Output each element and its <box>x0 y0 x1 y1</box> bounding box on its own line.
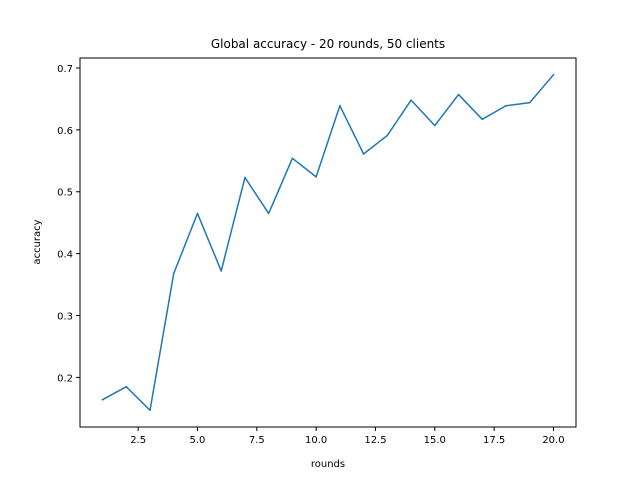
data-point <box>362 153 365 155</box>
y-tick-label: 0.4 <box>57 250 73 261</box>
data-point <box>125 385 128 388</box>
plot-frame <box>79 57 577 428</box>
data-point <box>101 398 104 401</box>
y-tick-label: 0.5 <box>57 188 73 199</box>
x-axis-label: rounds <box>311 459 345 470</box>
x-tick-label: 10.0 <box>305 435 327 446</box>
data-point <box>315 176 317 178</box>
data-point <box>196 212 199 215</box>
data-point <box>505 104 507 107</box>
x-tick-label: 17.5 <box>483 435 505 446</box>
x-tick-label: 12.5 <box>364 435 386 446</box>
x-tick-label: 7.5 <box>249 435 265 446</box>
data-point <box>149 409 151 412</box>
y-tick-label: 0.6 <box>57 126 73 137</box>
y-axis-label: accuracy <box>32 219 43 264</box>
data-point <box>339 104 341 107</box>
series-line-0 <box>101 73 555 411</box>
data-point <box>457 93 460 96</box>
series-layer <box>101 73 555 412</box>
data-point <box>410 99 412 101</box>
data-point <box>267 212 270 215</box>
y-tick-label: 0.3 <box>57 312 73 323</box>
data-point <box>481 118 484 121</box>
y-tick-label: 0.2 <box>57 373 73 384</box>
x-axis: 2.5 5.0 7.5 10.0 12.5 15.0 17.5 20.0 <box>130 427 565 446</box>
x-tick-label: 15.0 <box>424 435 446 446</box>
data-point <box>386 134 389 137</box>
y-axis: 0.2 0.3 0.4 0.5 0.6 0.7 <box>57 64 80 384</box>
data-point <box>244 176 246 179</box>
data-point <box>552 73 555 76</box>
chart-title: Global accuracy - 20 rounds, 50 clients <box>211 37 445 51</box>
data-point <box>433 124 436 127</box>
x-tick-label: 20.0 <box>542 435 564 446</box>
data-point <box>291 157 294 160</box>
x-tick-label: 2.5 <box>130 435 146 446</box>
data-point <box>528 101 531 104</box>
plot-area <box>79 57 577 428</box>
data-point <box>220 270 223 272</box>
data-point <box>172 272 175 275</box>
x-tick-label: 5.0 <box>190 435 206 446</box>
y-tick-label: 0.7 <box>57 64 73 75</box>
